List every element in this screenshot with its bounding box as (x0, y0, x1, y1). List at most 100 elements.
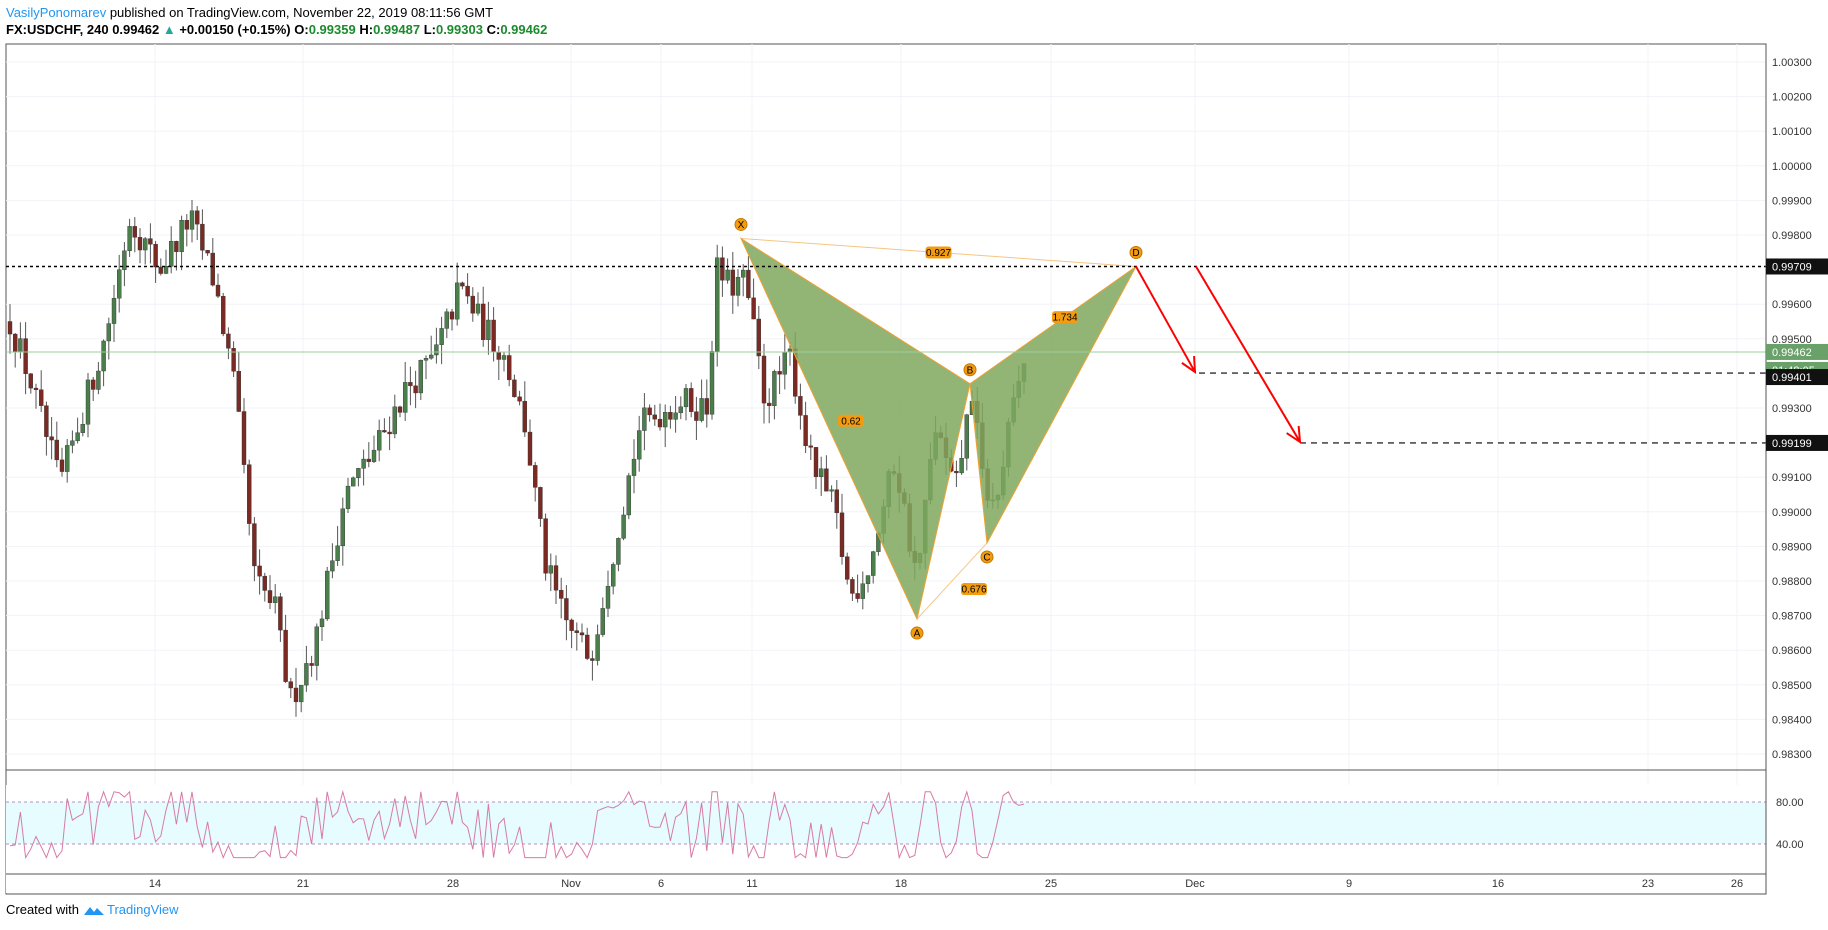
candle-down (543, 518, 548, 574)
time-tick-label: 21 (297, 878, 309, 890)
candle-up (548, 565, 553, 574)
candle-up (356, 468, 361, 479)
candle-down (174, 241, 179, 253)
candle-down (408, 382, 413, 387)
price-tick-label: 1.00000 (1772, 161, 1812, 173)
candle-down (309, 663, 314, 666)
pattern-ratio-label: 0.927 (926, 248, 951, 259)
candle-down (231, 348, 236, 372)
candle-up (829, 489, 834, 492)
candle-down (720, 257, 725, 281)
candle-down (262, 575, 267, 591)
time-tick-label: 28 (447, 878, 459, 890)
candle-up (325, 570, 330, 620)
candle-up (683, 388, 689, 408)
brand-label: TradingView (106, 902, 179, 917)
rsi-line (9, 789, 1025, 860)
last-price: 0.99462 (112, 22, 160, 37)
candle-down (246, 464, 252, 524)
candle-up (860, 583, 865, 599)
time-tick-label: Dec (1185, 878, 1205, 890)
rsi-band (6, 802, 1766, 844)
candle-down (803, 415, 808, 447)
price-tick-label: 0.99800 (1772, 230, 1812, 242)
candle-down (522, 400, 527, 433)
candle-up (782, 351, 787, 375)
candle-down (283, 629, 288, 682)
candle-down (569, 619, 574, 631)
pattern-ratio-label: 0.676 (961, 585, 986, 596)
candle-up (168, 241, 174, 267)
candle-down (241, 411, 247, 465)
candle-up (403, 382, 408, 413)
candle-down (44, 405, 49, 437)
low-label: L: (423, 22, 436, 37)
candle-up (80, 424, 86, 433)
candle-up (423, 358, 429, 361)
price-tick-label: 1.00300 (1772, 57, 1812, 69)
candle-down (220, 296, 226, 335)
high-label: H: (359, 22, 374, 37)
candle-down (574, 630, 579, 633)
candle-down (153, 243, 158, 268)
candle-down (28, 373, 33, 389)
price-axis: 1.00300 1.00200 1.00100 1.00000 0.99900 0.998… (1772, 57, 1812, 851)
candle-up (96, 370, 101, 390)
symbol-label: FX:USDCHF, 240 (6, 22, 109, 37)
tradingview-link[interactable]: TradingView (83, 902, 179, 917)
price-tick-label: 0.98600 (1772, 645, 1812, 657)
down-arrow-1-head (1181, 356, 1197, 375)
candle-down (704, 398, 709, 415)
candle-down (746, 269, 751, 299)
candle-up (663, 412, 668, 428)
candle-up (637, 430, 642, 460)
time-tick-label: 26 (1731, 878, 1743, 890)
candle-down (460, 282, 465, 287)
time-axis: 14 21 28 Nov 6 11 18 25 Dec 9 16 23 26 (149, 878, 1743, 890)
candle-down (200, 223, 205, 251)
candle-up (314, 626, 319, 666)
candle-down (855, 593, 860, 599)
candle-up (392, 406, 397, 435)
candle-up (455, 282, 460, 320)
candle-down (59, 459, 65, 472)
candle-down (553, 565, 559, 591)
candle-up (330, 560, 335, 572)
candle-up (122, 250, 127, 270)
pattern-triangle-xab (739, 237, 971, 621)
price-tick-label: 1.00200 (1772, 92, 1812, 104)
candle-down (387, 431, 392, 435)
price-label-text: 0.99199 (1772, 438, 1812, 450)
candle-up (611, 564, 616, 587)
candle-up (486, 319, 491, 340)
price-label-text: 0.99462 (1772, 347, 1812, 359)
pattern-point-label: C (983, 552, 990, 563)
candle-down (767, 402, 772, 406)
down-arrow-1 (1135, 265, 1196, 373)
candle-down (813, 447, 819, 477)
candle-down (689, 388, 694, 412)
candle-down (449, 311, 455, 320)
candle-up (741, 269, 746, 278)
author-link[interactable]: VasilyPonomarev (6, 5, 107, 20)
chart-canvas[interactable]: 1.00300 1.00200 1.00100 1.00000 0.99900 0.998… (0, 0, 1828, 895)
candle-up (299, 684, 304, 703)
candle-up (621, 514, 626, 539)
candle-up (418, 360, 423, 394)
price-label-box (1766, 258, 1828, 275)
candle-up (75, 432, 80, 442)
time-tick-label: 16 (1492, 878, 1504, 890)
price-tick-label: 0.99900 (1772, 195, 1812, 207)
candle-down (657, 418, 663, 428)
candle-up (673, 412, 678, 420)
candle-down (33, 387, 39, 390)
candle-up (616, 538, 621, 565)
candle-up (116, 269, 122, 299)
candle-up (85, 379, 91, 425)
candle-down (194, 210, 200, 225)
candle-down (267, 590, 273, 603)
pattern-ratio-badge (838, 414, 864, 427)
candle-down (507, 355, 512, 381)
high-value: 0.99487 (373, 22, 421, 37)
